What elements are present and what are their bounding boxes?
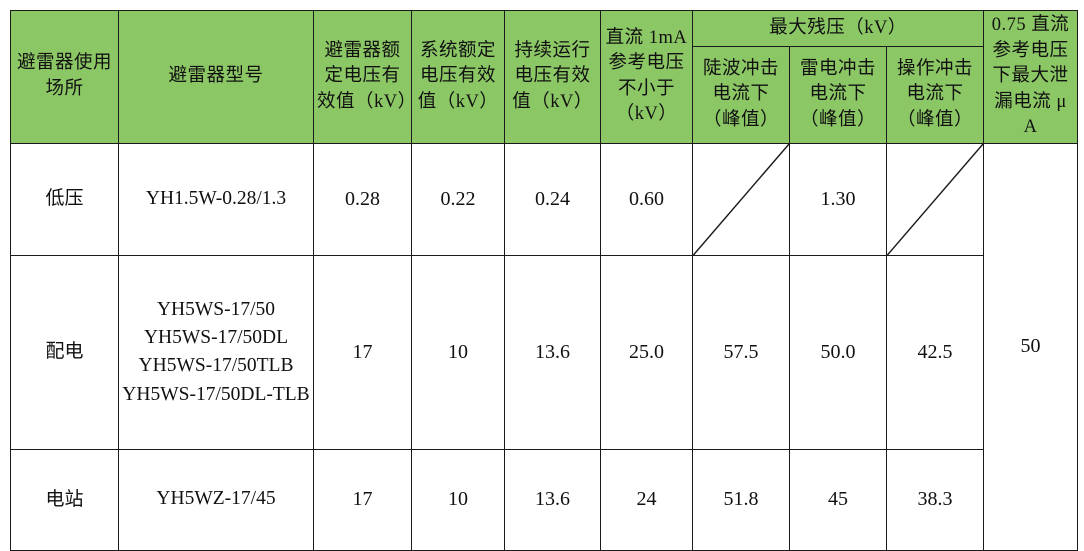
header-arrester-model: 避雷器型号 bbox=[118, 10, 314, 144]
table-sheet: 避雷器使用场所 避雷器型号 避雷器额定电压有效值（kV） 系统额定电压有效值（k… bbox=[10, 9, 1079, 551]
table-row: 配电 YH5WS-17/50 YH5WS-17/50DL YH5WS-17/50… bbox=[10, 255, 1078, 450]
cell-lightning-impulse-residual: 50.0 bbox=[789, 255, 887, 450]
cell-continuous-operating-voltage: 13.6 bbox=[504, 448, 601, 551]
cell-dc-1ma-reference-voltage: 0.60 bbox=[600, 142, 693, 257]
cell-dc-1ma-reference-voltage: 25.0 bbox=[600, 255, 693, 450]
header-row-primary: 避雷器使用场所 避雷器型号 避雷器额定电压有效值（kV） 系统额定电压有效值（k… bbox=[10, 9, 1079, 144]
header-steep-wave-impulse-current: 陡波冲击电流下（峰值） bbox=[692, 46, 790, 144]
header-system-rated-voltage: 系统额定电压有效值（kV） bbox=[411, 10, 505, 144]
cell-rated-voltage: 17 bbox=[313, 448, 412, 551]
cell-switching-impulse-residual: 38.3 bbox=[885, 448, 985, 551]
cell-arrester-model: YH5WS-17/50 YH5WS-17/50DL YH5WS-17/50TLB… bbox=[118, 255, 314, 450]
cell-switching-impulse-residual: 42.5 bbox=[885, 255, 985, 450]
cell-switching-not-applicable bbox=[885, 142, 985, 257]
cell-steep-wave-not-applicable bbox=[692, 142, 790, 257]
cell-steep-wave-residual: 51.8 bbox=[692, 448, 790, 551]
cell-continuous-operating-voltage: 0.24 bbox=[504, 142, 601, 257]
header-row-secondary: 陡波冲击电流下（峰值） 雷电冲击电流下（峰值） 操作冲击电流下（峰值） bbox=[11, 46, 1078, 144]
header-continuous-operating-voltage: 持续运行电压有效值（kV） bbox=[504, 10, 601, 144]
table-row: 低压 YH1.5W-0.28/1.3 0.28 0.22 0.24 0.60 1… bbox=[10, 142, 1079, 551]
cell-arrester-model: YH1.5W-0.28/1.3 bbox=[118, 142, 314, 257]
cell-dc-1ma-reference-voltage: 24 bbox=[600, 448, 693, 551]
diagonal-slash-icon bbox=[693, 143, 789, 256]
header-max-leakage-current: 0.75 直流参考电压下最大泄漏电流 μ A bbox=[983, 10, 1079, 144]
cell-steep-wave-residual: 57.5 bbox=[692, 255, 790, 450]
diagonal-slash-icon bbox=[887, 143, 984, 256]
header-rated-voltage: 避雷器额定电压有效值（kV） bbox=[313, 10, 416, 144]
cell-max-leakage-current: 50 bbox=[983, 142, 1079, 551]
table-body: 低压 YH1.5W-0.28/1.3 0.28 0.22 0.24 0.60 1… bbox=[10, 142, 1079, 551]
cell-usage-location: 电站 bbox=[10, 448, 119, 551]
surge-arrester-spec-table: 避雷器使用场所 避雷器型号 避雷器额定电压有效值（kV） 系统额定电压有效值（k… bbox=[10, 9, 1079, 551]
cell-lightning-impulse-residual: 1.30 bbox=[789, 142, 887, 257]
table-header: 避雷器使用场所 避雷器型号 避雷器额定电压有效值（kV） 系统额定电压有效值（k… bbox=[10, 9, 1079, 144]
table-row: 电站 YH5WZ-17/45 17 10 13.6 24 51.8 45 38.… bbox=[10, 448, 1078, 551]
cell-system-rated-voltage: 10 bbox=[411, 448, 505, 551]
cell-arrester-model: YH5WZ-17/45 bbox=[118, 448, 314, 551]
header-dc-1ma-reference-voltage: 直流 1mA 参考电压不小于（kV） bbox=[600, 10, 693, 144]
cell-system-rated-voltage: 10 bbox=[411, 255, 505, 450]
cell-rated-voltage: 0.28 bbox=[313, 142, 412, 257]
cell-usage-location: 低压 bbox=[10, 142, 119, 257]
header-lightning-impulse-current: 雷电冲击电流下（峰值） bbox=[789, 46, 887, 144]
cell-lightning-impulse-residual: 45 bbox=[789, 448, 887, 551]
cell-usage-location: 配电 bbox=[10, 255, 119, 450]
cell-rated-voltage: 17 bbox=[313, 255, 412, 450]
header-group-max-residual-voltage: 最大残压（kV） bbox=[691, 9, 985, 48]
header-switching-impulse-current: 操作冲击电流下（峰值） bbox=[885, 46, 985, 144]
cell-continuous-operating-voltage: 13.6 bbox=[504, 255, 601, 450]
cell-system-rated-voltage: 0.22 bbox=[411, 142, 505, 257]
header-usage-location: 避雷器使用场所 bbox=[10, 10, 119, 144]
